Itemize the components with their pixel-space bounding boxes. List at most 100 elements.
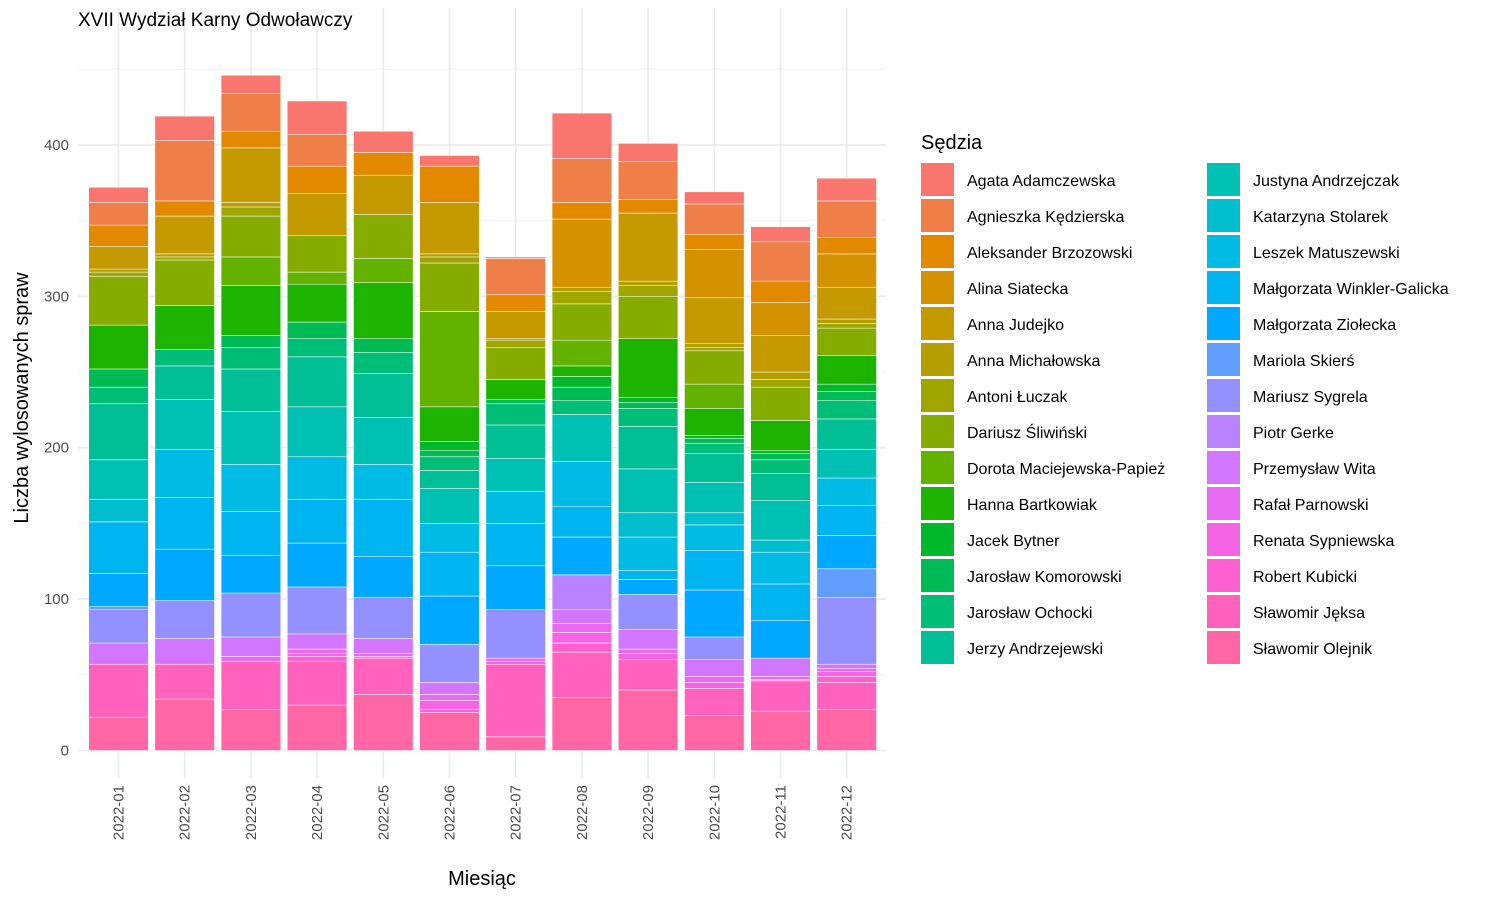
bar-segment (750, 371, 811, 380)
y-axis-ticks: 0 100 200 300 400 (44, 137, 69, 760)
legend-key (921, 163, 954, 196)
legend-label: Mariusz Sygrela (1253, 389, 1368, 406)
bar-segment (485, 399, 546, 405)
bar-segment (551, 574, 612, 610)
bar-segment (419, 694, 480, 701)
legend-key (1207, 595, 1240, 628)
x-tick-label: 2022-06 (442, 785, 459, 840)
bar-segment (485, 609, 546, 659)
bar-segment (618, 338, 679, 398)
bar-segment (750, 241, 811, 282)
bar-segment (684, 249, 745, 299)
bar-segment (287, 283, 348, 323)
bar-segment (750, 450, 811, 455)
bar-segment (816, 237, 877, 255)
bar-segment (88, 403, 149, 461)
bar-segment (287, 271, 348, 285)
bar-segment (618, 285, 679, 297)
bar-segment (485, 258, 546, 296)
legend-key (1207, 271, 1240, 304)
legend-label: Dariusz Śliwiński (967, 423, 1087, 442)
bar-segment (684, 438, 745, 444)
bar-segment (419, 253, 480, 258)
bar-segment (816, 200, 877, 238)
bar-segment (287, 542, 348, 588)
x-tick-label: 2022-03 (243, 785, 260, 840)
bar-segment (154, 548, 215, 601)
bar-segment (287, 356, 348, 408)
bar-segment (816, 286, 877, 320)
bar-segment (750, 500, 811, 541)
legend-key (1207, 379, 1240, 412)
bar-segment (154, 448, 215, 498)
bar-segment (750, 583, 811, 621)
x-tick-label: 2022-04 (309, 785, 326, 840)
bar-segment (750, 680, 811, 712)
bar-segment (750, 657, 811, 677)
legend-key (921, 487, 954, 520)
bar-segment (684, 347, 745, 352)
bar-segment (816, 668, 877, 673)
bar-segment (684, 191, 745, 205)
bar-segment (88, 246, 149, 270)
bar-segment (419, 262, 480, 312)
bar-segment (287, 633, 348, 650)
bar-segment (419, 456, 480, 471)
bar-segment (485, 565, 546, 610)
bar-segment (419, 155, 480, 167)
legend-label: Rafał Parnowski (1253, 497, 1369, 514)
bar-segment (419, 709, 480, 713)
bar-segment (684, 442, 745, 455)
bar-segment (353, 653, 414, 657)
bar-segment (287, 406, 348, 458)
bar-segment (618, 212, 679, 282)
bar-segment (684, 682, 745, 689)
bar-segment (220, 464, 281, 512)
bar-segment (551, 386, 612, 402)
bar-segment (684, 482, 745, 514)
bar-segment (485, 424, 546, 459)
x-tick-label: 2022-08 (574, 785, 591, 840)
x-tick-label: 2022-10 (706, 785, 723, 840)
bar-segment (353, 597, 414, 639)
y-tick-label: 400 (44, 137, 69, 154)
bar-segment (220, 285, 281, 336)
bar-segment (419, 551, 480, 597)
bar-segment (220, 660, 281, 710)
bar-segment (750, 226, 811, 243)
bar-segment (88, 609, 149, 644)
legend-label: Aleksander Brzozowski (967, 245, 1132, 262)
bar-segment (88, 386, 149, 405)
bar-segment (684, 550, 745, 591)
x-tick-label: 2022-01 (111, 785, 128, 840)
bar-segment (684, 589, 745, 638)
bar-segment (154, 200, 215, 217)
bar-segment (154, 259, 215, 306)
bar-segment (618, 280, 679, 286)
bar-segment (618, 468, 679, 514)
legend-label: Przemysław Wita (1253, 461, 1376, 478)
bar-segment (154, 663, 215, 700)
x-axis-title: Miesiąc (448, 868, 516, 890)
legend-key (921, 523, 954, 556)
x-tick-label: 2022-12 (839, 785, 856, 840)
bar-segment (816, 253, 877, 288)
bar-segment (551, 291, 612, 305)
bar-segment (88, 498, 149, 523)
bar-segment (750, 386, 811, 421)
bar-segment (618, 594, 679, 630)
bars (88, 75, 877, 751)
bar-segment (750, 302, 811, 336)
bar-segment (220, 411, 281, 465)
bar-segment (485, 311, 546, 339)
bar-segment (353, 373, 414, 418)
bar-segment (287, 235, 348, 273)
bar-segment (618, 397, 679, 403)
bar-segment (551, 303, 612, 341)
bar-segment (551, 365, 612, 377)
legend-title: Sędzia (921, 132, 983, 154)
legend-key (1207, 235, 1240, 268)
bar-segment (419, 165, 480, 203)
bar-segment (684, 435, 745, 439)
legend-key (921, 559, 954, 592)
